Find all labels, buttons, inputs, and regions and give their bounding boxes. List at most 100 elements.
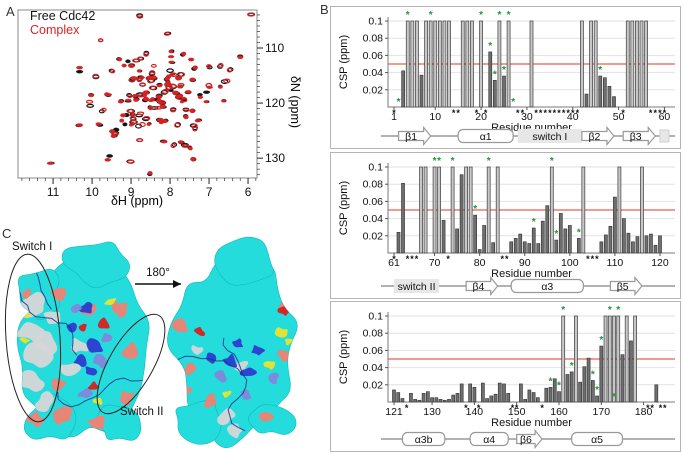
csp-bar	[396, 232, 401, 254]
nmr-x-tick-label: 8	[167, 185, 174, 199]
nmr-peak-complex	[163, 32, 171, 36]
surface-patch-periwinkle	[93, 353, 108, 369]
x-tick-label: 10	[429, 111, 441, 123]
surface-patch-yellow	[19, 337, 31, 344]
nmr-peak-complex	[92, 73, 100, 79]
significance-star: *	[433, 156, 437, 167]
csp-bar	[473, 214, 477, 254]
csp-bar	[545, 205, 550, 254]
surface-overlays: Switch I Switch II 180°	[4, 241, 181, 423]
switch1-label: Switch I	[12, 241, 52, 253]
surface-body	[248, 404, 297, 435]
csp-bar	[635, 20, 639, 108]
csp-bar	[392, 389, 396, 403]
csp-bar	[574, 315, 578, 403]
x-tick-label: 61	[388, 257, 400, 269]
csp-bar	[491, 242, 496, 254]
y-tick-label: 0.06	[363, 50, 384, 62]
csp-bar	[565, 374, 570, 403]
nmr-peak-complex	[161, 89, 169, 94]
csp-bar	[540, 220, 545, 254]
surface-patch-blue	[78, 301, 93, 314]
x-tick-label: 170	[593, 406, 611, 418]
surface-patch-gray	[43, 311, 61, 325]
csp-bar	[489, 395, 494, 403]
csp-bar	[531, 227, 536, 254]
nmr-peak-complex	[98, 38, 104, 43]
csp-bar	[425, 391, 430, 403]
csp-bar	[653, 244, 658, 254]
missing-residue-asterisk: *	[646, 403, 650, 413]
nmr-peak-complex	[156, 83, 163, 88]
surface-patch-salmon	[119, 390, 135, 406]
nmr-peak-complex	[155, 94, 163, 99]
csp-bar	[586, 357, 591, 403]
csp-bar	[438, 399, 443, 403]
surface-patch-blue	[232, 338, 244, 348]
csp-bar	[604, 234, 608, 254]
csp-bar	[437, 20, 442, 108]
structure-helix	[457, 128, 514, 144]
surface-patch-blue	[222, 353, 238, 368]
missing-residue-asterisk: *	[557, 108, 561, 118]
csp-bar	[460, 20, 465, 108]
csp-bar	[396, 392, 401, 403]
protein-surface-1	[16, 241, 150, 441]
protein-surface-2	[167, 236, 298, 448]
y-tick-label: 0.06	[363, 345, 384, 357]
csp-bar	[612, 96, 616, 108]
csp-bar	[519, 383, 523, 403]
significance-star: *	[429, 10, 433, 21]
nmr-peak-complex	[104, 158, 111, 162]
csp-bar	[423, 166, 428, 254]
structure-helix-label: α3b	[415, 434, 433, 446]
nmr-peak-complex	[175, 76, 182, 81]
csp-bar	[428, 20, 433, 108]
panel-a-letter: A	[6, 4, 15, 19]
nmr-peak-complex	[176, 95, 184, 101]
significance-star: *	[549, 376, 553, 387]
x-tick-label: 20	[475, 111, 487, 123]
csp-bar	[644, 20, 648, 108]
structure-strand-label: β3	[630, 131, 642, 143]
nmr-peak-complex	[142, 115, 151, 121]
nmr-peak-complex	[104, 92, 110, 97]
nmr-peak-complex	[139, 122, 146, 128]
missing-residue-asterisk: *	[553, 108, 557, 118]
csp-bar	[595, 395, 599, 403]
significance-star: *	[488, 41, 492, 52]
surface-patch-gray	[17, 322, 46, 343]
csp-bar	[442, 399, 447, 403]
nmr-peak-complex	[197, 95, 204, 99]
x-tick-label: 80	[474, 257, 486, 269]
csp-bar	[599, 241, 604, 254]
csp-bar	[558, 213, 563, 254]
nmr-peak-complex	[188, 57, 195, 62]
csp-bar	[455, 228, 459, 254]
y-tick-label: 0.04	[363, 67, 384, 79]
missing-residue-asterisk: *	[595, 254, 599, 264]
csp-bar	[405, 20, 410, 108]
csp-bar	[561, 315, 566, 403]
backbone-trace	[222, 337, 248, 432]
significance-star: *	[557, 381, 561, 392]
csp-bar	[522, 241, 527, 254]
missing-residue-asterisk: *	[405, 403, 409, 413]
significance-star: *	[451, 156, 455, 167]
nmr-peak-complex	[172, 90, 179, 95]
surface-patch-blue	[66, 322, 77, 333]
surface-patch-gray	[70, 337, 91, 353]
csp-bar	[430, 397, 434, 403]
csp-bar	[441, 219, 446, 254]
missing-residue-asterisk: *	[484, 108, 488, 118]
y-tick-label: 0.08	[363, 328, 384, 340]
structure-helix	[510, 278, 584, 294]
nmr-peak-free	[86, 103, 94, 108]
backbone-trace	[57, 371, 150, 408]
surface-patch-blue	[206, 352, 217, 364]
surface-patch-periwinkle	[77, 388, 93, 399]
csp-bar	[554, 239, 559, 254]
surface-patch-salmon	[172, 318, 188, 333]
surface-patch-periwinkle	[268, 372, 280, 385]
csp-bar	[401, 182, 405, 254]
